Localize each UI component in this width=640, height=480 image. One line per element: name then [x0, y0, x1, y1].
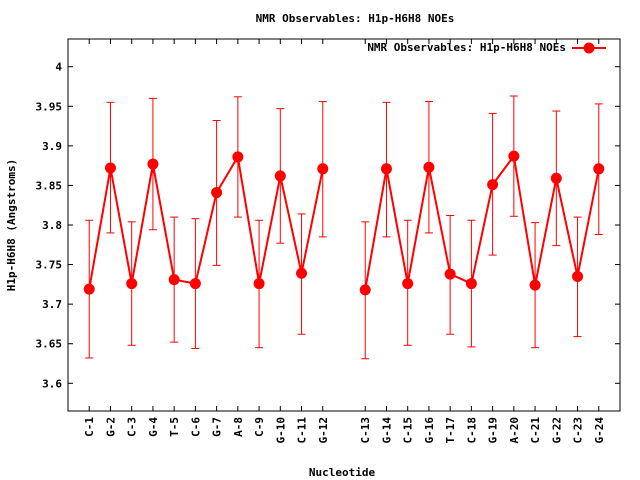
data-point	[232, 151, 244, 163]
y-tick-label: 4	[55, 61, 62, 74]
y-tick-label: 3.65	[36, 338, 63, 351]
x-tick-label: G-14	[380, 417, 393, 444]
x-tick-label: G-4	[147, 417, 160, 437]
data-point	[189, 278, 201, 290]
data-point	[380, 163, 392, 175]
legend: NMR Observables: H1p-H6H8 NOEs	[367, 41, 606, 54]
data-point	[126, 278, 138, 290]
x-tick-label: G-16	[423, 417, 436, 444]
x-tick-label: G-24	[593, 417, 606, 444]
data-point	[550, 172, 562, 184]
y-tick-label: 3.8	[42, 219, 62, 232]
data-point	[211, 187, 223, 199]
x-tick-label: C-13	[359, 417, 372, 444]
x-tick-label: G-2	[104, 417, 117, 437]
y-tick-label: 3.7	[42, 298, 62, 311]
data-point	[359, 284, 371, 296]
x-tick-label: C-21	[529, 417, 542, 444]
x-tick-label: G-22	[550, 417, 563, 444]
data-point	[317, 163, 329, 175]
x-tick-label: C-3	[126, 417, 139, 437]
data-point	[83, 283, 95, 295]
y-axis: 3.6 3.65 3.7 3.75 3.8 3.85 3.9 3.95 4	[36, 61, 620, 390]
series-line	[364, 153, 600, 291]
y-tick-label: 3.6	[42, 377, 62, 390]
x-tick-label: G-19	[487, 417, 500, 444]
x-tick-label: C-15	[402, 417, 415, 444]
data-point	[593, 163, 605, 175]
data-point	[168, 274, 180, 286]
x-tick-label: C-1	[83, 417, 96, 437]
data-point	[147, 158, 159, 170]
legend-label: NMR Observables: H1p-H6H8 NOEs	[367, 41, 566, 54]
legend-marker	[583, 42, 595, 54]
series-layer	[83, 95, 605, 360]
x-tick-label: C-18	[465, 417, 478, 444]
plot-frame	[67, 38, 621, 412]
data-point	[487, 179, 499, 191]
x-tick-label: T-17	[444, 417, 457, 444]
x-tick-label: C-6	[189, 417, 202, 437]
x-tick-label: G-12	[317, 417, 330, 444]
x-tick-label: C-11	[296, 417, 309, 444]
x-tick-label: A-20	[508, 417, 521, 444]
data-point	[444, 268, 456, 280]
x-axis: C-1 G-2 C-3 G-4 T-5 C-6 G-7 A-8 C-9 G-10 C-11 G-12 C…	[83, 39, 606, 444]
x-tick-label: A-8	[232, 417, 245, 437]
y-tick-label: 3.75	[36, 259, 63, 272]
x-tick-label: C-9	[253, 417, 266, 437]
y-tick-label: 3.85	[36, 179, 63, 192]
x-tick-label: G-7	[211, 417, 224, 437]
y-axis-label: H1p-H6H8 (Angstroms)	[5, 159, 18, 291]
series-line	[88, 154, 324, 290]
data-point	[274, 170, 286, 182]
data-point	[296, 267, 308, 279]
x-axis-label: Nucleotide	[309, 466, 376, 479]
data-point	[104, 162, 116, 174]
data-point	[423, 161, 435, 173]
data-point	[508, 150, 520, 162]
data-point	[572, 270, 584, 282]
data-point	[402, 278, 414, 290]
data-point	[529, 279, 541, 291]
x-tick-label: G-10	[274, 417, 287, 444]
y-tick-label: 3.9	[42, 140, 62, 153]
data-point	[465, 278, 477, 290]
x-tick-label: C-23	[572, 417, 585, 444]
y-tick-label: 3.95	[36, 100, 63, 113]
x-tick-label: T-5	[168, 417, 181, 437]
data-point	[253, 278, 265, 290]
chart-title: NMR Observables: H1p-H6H8 NOEs	[256, 12, 455, 25]
